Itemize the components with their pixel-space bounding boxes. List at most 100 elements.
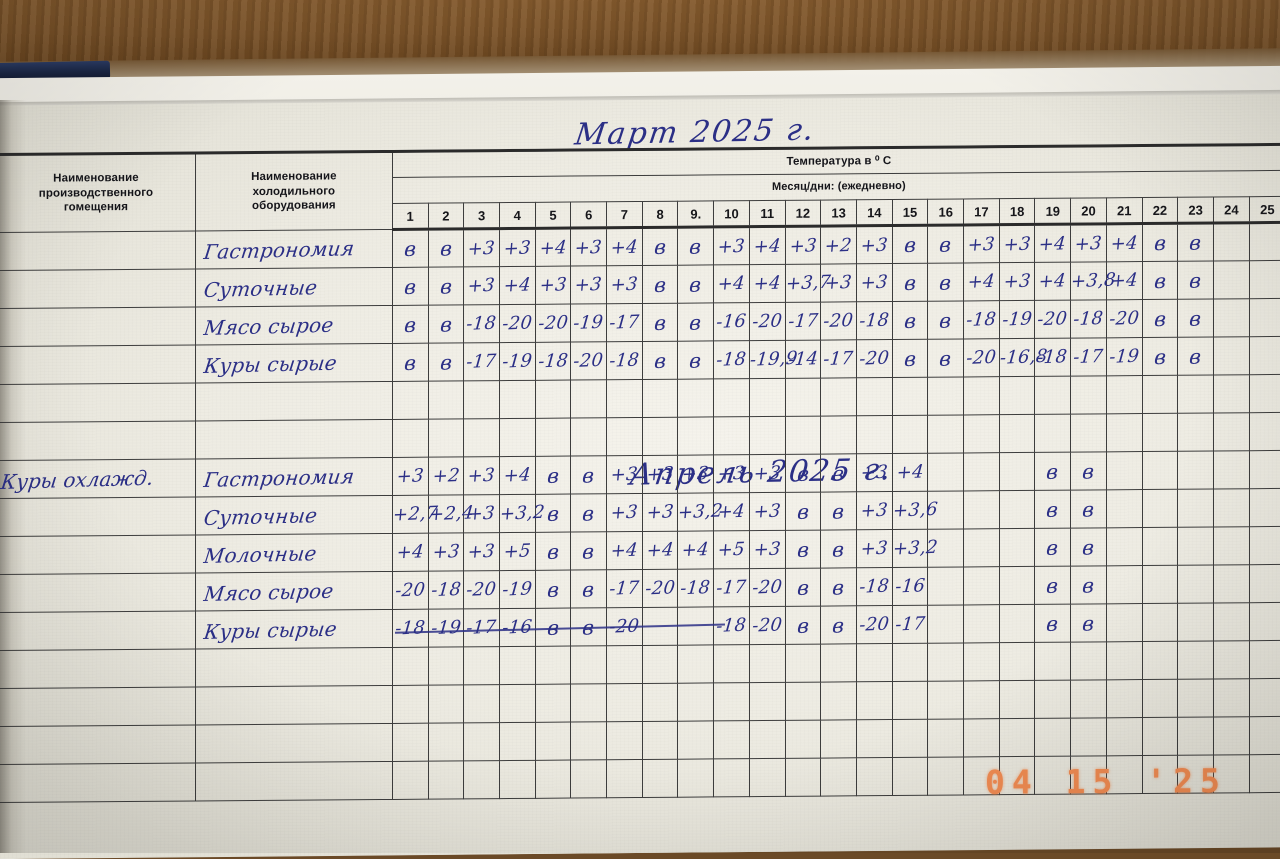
cell-empty[interactable] [856, 415, 893, 454]
cell-temperature[interactable]: +2 [820, 225, 857, 265]
cell-equipment[interactable]: Гастрономия [195, 229, 393, 269]
cell-empty[interactable] [535, 760, 571, 799]
cell-room[interactable] [0, 268, 196, 309]
cell-empty[interactable] [856, 643, 893, 682]
cell-temperature[interactable] [999, 604, 1035, 643]
cell-temperature[interactable]: в [1070, 489, 1107, 529]
cell-room[interactable] [0, 496, 196, 537]
cell-temperature[interactable]: +3,2 [678, 492, 724, 532]
cell-temperature[interactable]: -18 [392, 609, 725, 648]
cell-temperature[interactable]: +3 [963, 224, 1000, 263]
cell-temperature[interactable]: +3 [749, 530, 786, 569]
cell-equipment[interactable]: Мясо сырое [195, 571, 393, 611]
cell-temperature[interactable]: -20 [499, 304, 536, 343]
cell-empty[interactable] [1142, 679, 1178, 718]
cell-temperature[interactable]: -18 [856, 301, 893, 340]
cell-temperature[interactable]: в [785, 606, 821, 645]
cell-temperature[interactable]: +3 [570, 227, 607, 267]
cell-empty[interactable] [677, 378, 714, 418]
cell-empty[interactable] [499, 760, 536, 799]
cell-temperature[interactable]: в [1142, 299, 1178, 338]
cell-temperature[interactable]: -16 [892, 567, 928, 606]
cell-temperature[interactable]: -20 [463, 570, 500, 609]
cell-empty[interactable] [195, 419, 393, 459]
cell-temperature[interactable]: +3 [785, 226, 821, 265]
cell-temperature[interactable]: -20 [749, 606, 786, 645]
cell-temperature[interactable] [1106, 603, 1143, 642]
cell-temperature[interactable]: +4 [892, 453, 928, 492]
cell-temperature[interactable]: +4 [1034, 262, 1071, 301]
cell-temperature[interactable]: +3 [999, 262, 1035, 301]
cell-temperature[interactable]: -18 [713, 606, 750, 645]
cell-temperature[interactable] [1213, 298, 1250, 337]
cell-temperature[interactable]: в [927, 262, 964, 302]
cell-temperature[interactable]: в [1034, 528, 1071, 567]
cell-empty[interactable] [1070, 679, 1107, 719]
cell-temperature[interactable]: -17 [785, 302, 821, 341]
cell-temperature[interactable]: в [570, 455, 607, 495]
cell-temperature[interactable]: в [892, 263, 928, 302]
cell-temperature[interactable]: +4 [713, 264, 750, 303]
cell-empty[interactable] [999, 414, 1035, 453]
cell-temperature[interactable]: +3 [463, 266, 500, 305]
cell-temperature[interactable]: -17 [713, 568, 750, 607]
cell-temperature[interactable]: в [1034, 490, 1071, 529]
cell-temperature[interactable]: в [1142, 337, 1178, 376]
cell-temperature[interactable]: -16 [499, 608, 536, 647]
cell-temperature[interactable]: -16 [713, 302, 750, 341]
cell-temperature[interactable]: в [892, 225, 928, 264]
cell-temperature[interactable]: +4 [749, 226, 786, 265]
cell-temperature[interactable]: +3,2 [499, 494, 546, 533]
cell-temperature[interactable]: в [535, 456, 571, 495]
cell-room[interactable] [0, 534, 196, 575]
cell-empty[interactable] [392, 723, 429, 762]
cell-temperature[interactable] [963, 528, 1000, 567]
cell-temperature[interactable]: в [642, 303, 678, 342]
cell-temperature[interactable]: в [1070, 451, 1107, 491]
cell-temperature[interactable]: в [1142, 223, 1178, 262]
cell-temperature[interactable] [1249, 602, 1280, 641]
cell-temperature[interactable]: в [820, 491, 857, 531]
cell-temperature[interactable] [1249, 488, 1280, 527]
cell-temperature[interactable]: -18 [606, 341, 643, 380]
cell-temperature[interactable]: +3 [392, 457, 429, 496]
cell-temperature[interactable]: +2 [428, 456, 464, 496]
cell-empty[interactable] [570, 759, 607, 799]
cell-empty[interactable] [892, 415, 928, 454]
cell-temperature[interactable] [927, 528, 964, 568]
cell-empty[interactable] [606, 645, 643, 684]
cell-empty[interactable] [428, 380, 464, 420]
cell-temperature[interactable]: -19 [999, 300, 1035, 339]
cell-temperature[interactable] [1249, 298, 1280, 337]
cell-temperature[interactable]: в [642, 341, 678, 380]
cell-empty[interactable] [0, 724, 196, 765]
cell-empty[interactable] [1142, 375, 1178, 414]
cell-temperature[interactable] [1177, 526, 1214, 566]
cell-temperature[interactable]: +4 [749, 264, 786, 303]
cell-empty[interactable] [1177, 374, 1214, 414]
cell-temperature[interactable] [1177, 488, 1214, 528]
cell-empty[interactable] [1213, 374, 1250, 413]
cell-temperature[interactable]: в [1034, 452, 1071, 491]
cell-empty[interactable] [963, 414, 1000, 453]
cell-empty[interactable] [606, 721, 643, 760]
cell-empty[interactable] [749, 644, 786, 683]
cell-empty[interactable] [428, 684, 464, 724]
cell-temperature[interactable] [677, 606, 714, 646]
cell-empty[interactable] [642, 379, 678, 418]
cell-empty[interactable] [713, 378, 750, 417]
cell-temperature[interactable]: -20 [963, 338, 1000, 377]
cell-temperature[interactable]: в [677, 340, 714, 380]
cell-empty[interactable] [856, 681, 893, 720]
cell-empty[interactable] [999, 376, 1035, 415]
cell-temperature[interactable]: в [820, 567, 857, 607]
cell-empty[interactable] [785, 416, 821, 455]
cell-empty[interactable] [392, 647, 429, 686]
cell-temperature[interactable] [1142, 603, 1178, 642]
cell-temperature[interactable]: в [927, 300, 964, 340]
cell-empty[interactable] [499, 418, 536, 457]
cell-empty[interactable] [892, 377, 928, 416]
cell-temperature[interactable]: -14 [785, 340, 821, 379]
cell-empty[interactable] [0, 648, 196, 689]
cell-temperature[interactable]: -20 [856, 339, 893, 378]
